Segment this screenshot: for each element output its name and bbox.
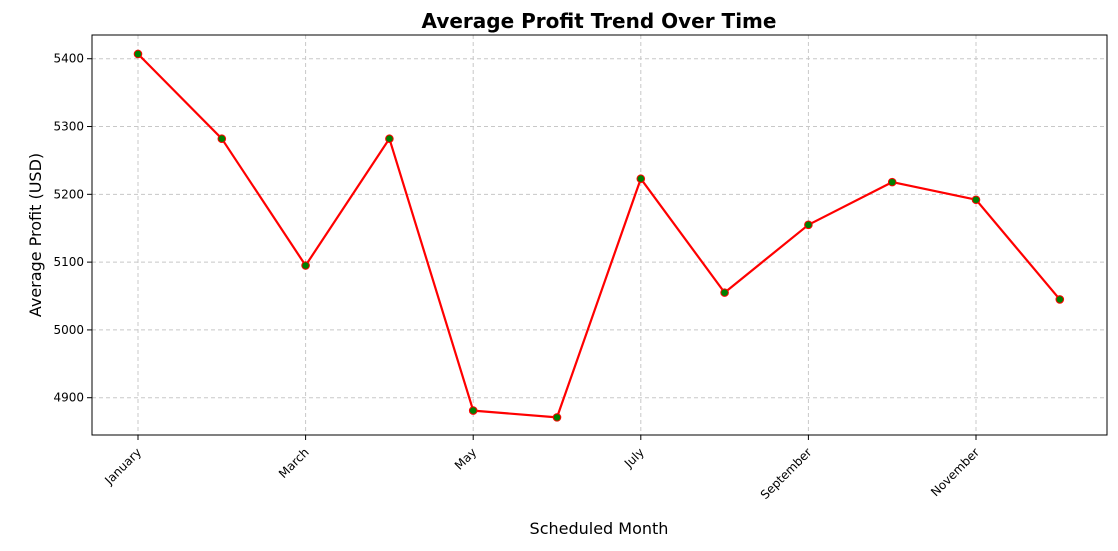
chart-title: Average Profit Trend Over Time (422, 9, 777, 33)
data-point (720, 288, 729, 297)
x-tick-label: May (452, 445, 479, 472)
data-point (301, 261, 310, 270)
y-tick-label: 5100 (53, 255, 84, 269)
plot-background (92, 35, 1107, 435)
y-tick-label: 5000 (53, 323, 84, 337)
plot-area: 4900 5000 5100 5200 5300 5400 January March May J… (53, 34, 1108, 502)
data-point (468, 406, 478, 415)
y-tick-label: 4900 (53, 391, 84, 405)
y-axis-label: Average Profit (USD) (26, 153, 45, 317)
data-point (552, 413, 562, 422)
data-point (804, 220, 813, 230)
x-tick-label: March (276, 445, 312, 481)
data-point (887, 177, 897, 187)
x-tick-label: July (621, 445, 647, 471)
y-tick-label: 5300 (53, 120, 84, 134)
data-point (636, 174, 646, 184)
data-point (1055, 295, 1065, 304)
x-tick-label: January (101, 445, 144, 488)
y-tick-label: 5200 (53, 187, 84, 201)
data-point (217, 134, 227, 144)
x-axis-label: Scheduled Month (530, 519, 669, 538)
y-tick-label: 5400 (53, 52, 84, 66)
x-tick-label: September (758, 445, 815, 502)
plot-frame (91, 34, 1108, 436)
series-line (137, 53, 1061, 419)
data-point (385, 134, 394, 144)
data-point (133, 49, 143, 59)
x-tick-label: November (928, 445, 982, 499)
data-point (971, 195, 981, 205)
